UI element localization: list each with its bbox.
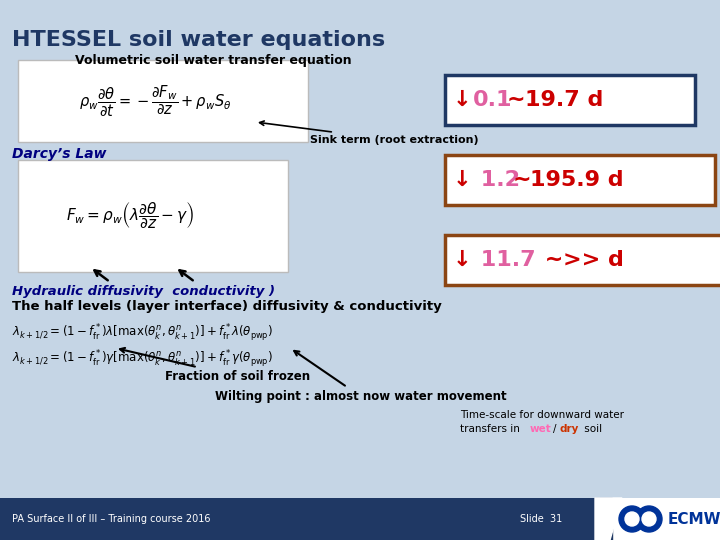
- Text: Sink term (root extraction): Sink term (root extraction): [260, 121, 479, 145]
- Bar: [445, 155, 715, 205]
- Bar: [445, 75, 695, 125]
- Text: ~: ~: [537, 250, 571, 270]
- Text: The half levels (layer interface) diffusivity & conductivity: The half levels (layer interface) diffus…: [12, 300, 442, 313]
- Text: >> d: >> d: [563, 250, 624, 270]
- Text: PA Surface II of III – Training course 2016: PA Surface II of III – Training course 2…: [12, 514, 210, 524]
- Text: Fraction of soil frozen: Fraction of soil frozen: [120, 348, 310, 383]
- Text: Wilting point : almost now water movement: Wilting point : almost now water movemen…: [215, 351, 507, 403]
- Text: Hydraulic diffusivity  conductivity ): Hydraulic diffusivity conductivity ): [12, 285, 275, 298]
- Bar: [0, 498, 720, 540]
- Text: dry: dry: [559, 424, 578, 434]
- Text: Time-scale for downward water: Time-scale for downward water: [460, 410, 624, 420]
- Text: wet: wet: [530, 424, 552, 434]
- Text: 195.9 d: 195.9 d: [530, 170, 624, 190]
- Text: 19.7 d: 19.7 d: [525, 90, 603, 110]
- Circle shape: [625, 512, 639, 526]
- Text: 0.1: 0.1: [473, 90, 513, 110]
- Polygon shape: [595, 498, 622, 540]
- Text: $\rho_w \dfrac{\partial\theta}{\partial t} = -\dfrac{\partial F_w}{\partial z} +: $\rho_w \dfrac{\partial\theta}{\partial …: [78, 83, 231, 119]
- Text: /: /: [553, 424, 557, 434]
- Text: soil: soil: [581, 424, 602, 434]
- Text: ~: ~: [507, 90, 526, 110]
- Text: ↓: ↓: [453, 90, 472, 110]
- Polygon shape: [595, 498, 612, 540]
- Bar: [445, 235, 720, 285]
- Text: $F_w = \rho_w \left( \lambda\dfrac{\partial\theta}{\partial z} - \gamma \right)$: $F_w = \rho_w \left( \lambda\dfrac{\part…: [66, 201, 194, 231]
- Text: ↓: ↓: [453, 170, 472, 190]
- Bar: [18, 160, 288, 272]
- Circle shape: [636, 506, 662, 532]
- Circle shape: [642, 512, 656, 526]
- Text: Darcy’s Law: Darcy’s Law: [12, 147, 107, 161]
- Text: 1.2: 1.2: [473, 170, 520, 190]
- Bar: [595, 498, 720, 540]
- Text: Volumetric soil water transfer equation: Volumetric soil water transfer equation: [75, 54, 351, 67]
- Text: $\lambda_{k+1/2} = (1 - f^*_{\mathrm{fr}})\gamma[\max(\theta^n_k, \theta^n_{k+1}: $\lambda_{k+1/2} = (1 - f^*_{\mathrm{fr}…: [12, 348, 273, 369]
- Text: Slide  31: Slide 31: [520, 514, 562, 524]
- Text: 11.7: 11.7: [473, 250, 536, 270]
- Text: HTESSEL soil water equations: HTESSEL soil water equations: [12, 30, 385, 50]
- Text: ↓: ↓: [453, 250, 472, 270]
- Text: transfers in: transfers in: [460, 424, 523, 434]
- Bar: [18, 60, 308, 142]
- Text: ECMWF: ECMWF: [668, 511, 720, 526]
- Circle shape: [619, 506, 645, 532]
- Text: ~: ~: [513, 170, 531, 190]
- Text: $\lambda_{k+1/2} = (1 - f^*_{\mathrm{fr}})\lambda[\max(\theta^n_k, \theta^n_{k+1: $\lambda_{k+1/2} = (1 - f^*_{\mathrm{fr}…: [12, 322, 273, 343]
